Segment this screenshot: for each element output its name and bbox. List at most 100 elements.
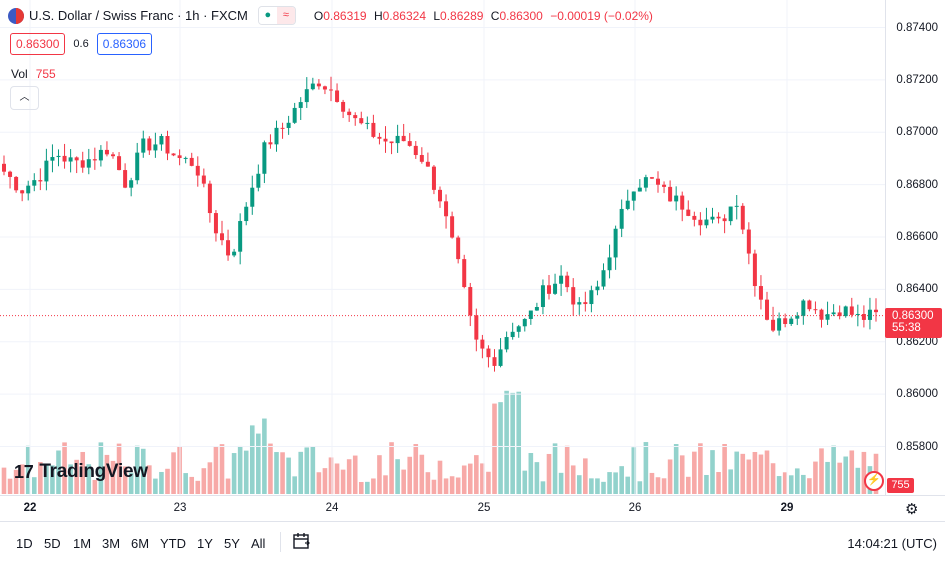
- candle: [728, 206, 733, 226]
- currency-flag-icon: [8, 7, 24, 24]
- candle: [643, 174, 648, 192]
- price-tick: 0.86200: [896, 335, 938, 348]
- volume-bar: [195, 480, 201, 494]
- candle: [92, 147, 97, 170]
- candle: [425, 152, 430, 167]
- date-range-icon[interactable]: [292, 531, 312, 551]
- volume-bar: [692, 451, 697, 494]
- tradingview-logo[interactable]: 17 TradingView: [14, 461, 148, 483]
- collapse-legend-button[interactable]: ︿: [10, 86, 39, 110]
- volume-bar: [486, 471, 491, 494]
- candle: [171, 153, 176, 157]
- candle: [819, 308, 824, 328]
- candle: [474, 308, 479, 352]
- candle: [795, 312, 800, 326]
- timeframe-5d[interactable]: 5D: [44, 536, 61, 551]
- volume-bar: [389, 442, 394, 494]
- volume-bar: [564, 445, 570, 494]
- volume-bar: [734, 451, 740, 494]
- timeframe-5y[interactable]: 5Y: [224, 536, 240, 551]
- timeframe-ytd[interactable]: YTD: [160, 536, 186, 551]
- volume-bar: [770, 463, 776, 494]
- volume-bar: [86, 464, 92, 494]
- replay-icon[interactable]: ⚡: [864, 471, 884, 491]
- volume-bar: [225, 478, 231, 494]
- volume-bar: [861, 451, 867, 494]
- candle: [32, 173, 37, 192]
- volume-bar: [1, 467, 7, 494]
- volume-bar: [583, 458, 588, 494]
- sell-button[interactable]: 0.86300: [10, 33, 66, 55]
- timeframe-6m[interactable]: 6M: [131, 536, 150, 551]
- candle: [783, 313, 788, 328]
- volume-bar: [377, 455, 382, 494]
- candle: [504, 331, 509, 353]
- candle: [244, 202, 249, 226]
- volume-bar: [534, 462, 540, 494]
- settings-gear-icon[interactable]: ⚙: [905, 501, 919, 518]
- candle: [456, 235, 461, 264]
- candle: [874, 298, 878, 322]
- candle: [516, 324, 521, 338]
- ohlc-values: O0.86319 H0.86324 L0.86289 C0.86300 −0.0…: [313, 8, 653, 23]
- timeframe-1m[interactable]: 1M: [73, 536, 92, 551]
- candle: [789, 316, 794, 326]
- candle: [62, 143, 67, 169]
- buy-button[interactable]: 0.86306: [96, 33, 153, 55]
- volume-bar: [231, 453, 237, 494]
- candle: [226, 229, 231, 261]
- price-tick: 0.86000: [896, 388, 938, 401]
- volume-bar: [722, 444, 727, 494]
- volume-bar: [637, 481, 643, 494]
- market-status[interactable]: ● ≈: [257, 6, 296, 25]
- candle: [232, 248, 237, 258]
- volume-bar: [322, 468, 328, 494]
- timeframe-all[interactable]: All: [251, 536, 266, 551]
- volume-bar: [213, 446, 219, 494]
- candle: [777, 312, 782, 336]
- volume-bar: [443, 478, 449, 494]
- candle: [74, 156, 79, 174]
- candle: [462, 254, 467, 289]
- volume-bar: [558, 472, 564, 494]
- volume-bar: [837, 462, 842, 494]
- candle: [716, 212, 721, 224]
- symbol-title[interactable]: U.S. Dollar / Swiss Franc · 1h · FXCM: [29, 8, 248, 23]
- time-axis[interactable]: 22 23 24 25 26 29: [0, 495, 945, 522]
- volume-bar: [189, 476, 195, 494]
- quote-row: 0.86300 0.6 0.86306: [10, 33, 153, 55]
- volume-bar: [685, 476, 691, 494]
- current-price-label: 0.86300 55:38: [885, 308, 942, 338]
- price-axis[interactable]: 0.87400 0.87200 0.87000 0.86800 0.86600 0.864…: [885, 0, 945, 495]
- timeframe-1y[interactable]: 1Y: [197, 536, 213, 551]
- volume-bar: [794, 468, 800, 494]
- candle: [123, 163, 128, 189]
- volume-bar: [540, 481, 546, 494]
- volume-bar: [613, 472, 618, 494]
- timeframe-3m[interactable]: 3M: [102, 536, 121, 551]
- candle: [238, 213, 243, 265]
- candle: [510, 322, 515, 340]
- volume-bar: [383, 475, 388, 494]
- time-tick: 25: [477, 502, 491, 514]
- volume-bar: [467, 463, 473, 494]
- volume-bar: [165, 468, 170, 494]
- candle: [268, 134, 273, 149]
- candle: [480, 334, 485, 359]
- volume-bar: [304, 447, 310, 494]
- volume-bar: [147, 465, 152, 494]
- utc-clock[interactable]: 14:04:21 (UTC): [847, 536, 937, 551]
- volume-value: 755: [35, 67, 56, 81]
- candle: [371, 114, 376, 139]
- candle: [710, 207, 715, 224]
- candle: [831, 304, 836, 317]
- candle: [849, 297, 854, 318]
- timeframe-1d[interactable]: 1D: [16, 536, 33, 551]
- candle: [765, 291, 769, 321]
- chart-area[interactable]: [0, 0, 885, 495]
- logo-text: TradingView: [39, 461, 148, 482]
- candle: [8, 170, 13, 189]
- candlestick-plot[interactable]: [0, 0, 885, 495]
- volume-bar: [431, 479, 437, 494]
- candle: [316, 79, 321, 90]
